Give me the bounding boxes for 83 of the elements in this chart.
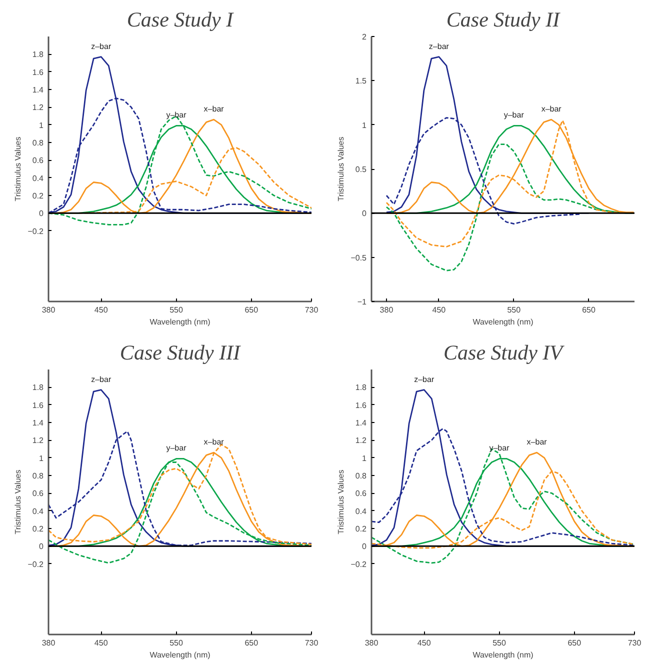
y-tick-label: 1.4 <box>355 418 368 428</box>
chart-title: Case Study II <box>446 8 561 32</box>
y-tick-label: 1 <box>362 454 368 463</box>
y-tick-label: 0.2 <box>355 524 368 534</box>
annotation: x–bar <box>204 438 224 447</box>
x-tick-label: 450 <box>432 306 446 314</box>
y-tick-label: 1 <box>362 120 368 130</box>
y-tick-label: 1.6 <box>32 400 44 410</box>
y-tick-label: −0.5 <box>350 253 368 262</box>
x-tick-label: 650 <box>582 306 596 314</box>
y-tick-label: 0.6 <box>32 489 44 498</box>
y-tick-label: 0.6 <box>32 156 44 166</box>
annotation: y–bar <box>489 444 510 453</box>
x-tick-label: 450 <box>94 306 108 314</box>
x-tick-label: 380 <box>380 306 394 314</box>
x-tick-label: 650 <box>244 306 259 314</box>
y-tick-label: 1 <box>39 454 44 463</box>
y-tick-label: 0.2 <box>32 192 44 200</box>
y-tick-label: 0.8 <box>32 472 44 480</box>
x-tick-label: 730 <box>628 638 642 648</box>
x-tick-label: 380 <box>364 638 379 648</box>
x-tick-label: 380 <box>42 638 56 648</box>
y-tick-label: 2 <box>362 32 368 42</box>
x-tick-label: 650 <box>568 638 582 648</box>
y-tick-label: 1 <box>39 120 44 130</box>
annotation: y–bar <box>166 444 187 453</box>
y-tick-label: −0.2 <box>28 560 44 569</box>
y-tick-label: 1.4 <box>32 86 44 94</box>
y-tick-label: −0.2 <box>28 226 44 236</box>
annotation: z–bar <box>428 42 450 51</box>
y-tick-label: 1.2 <box>355 436 368 446</box>
y-tick-label: −0.2 <box>350 560 368 569</box>
x-axis-title: Wavelength (nm) <box>150 650 211 660</box>
annotation: z–bar <box>414 374 434 384</box>
y-tick-label: 0.5 <box>355 165 368 174</box>
x-tick-label: 550 <box>507 306 522 314</box>
y-tick-label: 0.4 <box>32 506 44 516</box>
y-tick-label: 1.2 <box>32 103 44 112</box>
annotation: x–bar <box>204 104 224 114</box>
chart-title: Case Study III <box>120 340 242 364</box>
chart-title: Case Study IV <box>444 340 565 364</box>
x-tick-label: 550 <box>170 638 184 648</box>
y-tick-label: 1.2 <box>32 436 44 446</box>
y-tick-label: 1.5 <box>355 76 368 86</box>
x-axis-title: Wavelength (nm) <box>472 318 534 326</box>
annotation: z–bar <box>91 42 112 51</box>
y-tick-label: 0.6 <box>355 489 368 498</box>
y-tick-label: 0 <box>39 542 44 552</box>
y-tick-label: 1.8 <box>355 383 368 392</box>
y-tick-label: 1.6 <box>32 68 44 77</box>
x-tick-label: 550 <box>492 638 506 648</box>
y-tick-label: −1 <box>357 298 368 306</box>
y-tick-label: 0.4 <box>32 174 44 183</box>
y-axis-title: Tristimulus Values <box>336 470 346 534</box>
y-tick-label: 0.4 <box>355 506 368 516</box>
annotation: x–bar <box>526 438 548 447</box>
annotation: y–bar <box>166 110 187 120</box>
y-tick-label: 1.8 <box>32 50 44 60</box>
y-tick-label: 0 <box>362 209 368 218</box>
y-tick-label: 1.8 <box>32 383 44 392</box>
x-tick-label: 650 <box>244 638 259 648</box>
annotation: y–bar <box>504 110 524 120</box>
x-tick-label: 550 <box>170 306 184 314</box>
x-axis-title: Wavelength (nm) <box>472 650 534 660</box>
x-tick-label: 730 <box>304 306 319 314</box>
y-tick-label: 0.2 <box>32 524 44 534</box>
x-tick-label: 380 <box>42 306 56 314</box>
y-tick-label: 1.4 <box>32 418 44 428</box>
x-tick-label: 450 <box>417 638 432 648</box>
y-tick-label: 1.6 <box>355 400 368 410</box>
y-axis-title: Tristimulus Values <box>14 136 23 202</box>
y-tick-label: 0 <box>362 542 368 552</box>
annotation: z–bar <box>91 374 112 384</box>
chart-title: Case Study I <box>126 8 234 32</box>
annotation: x–bar <box>541 104 562 114</box>
y-axis-title: Tristimulus Values <box>336 136 346 202</box>
x-axis-title: Wavelength (nm) <box>150 318 211 326</box>
y-axis-title: Tristimulus Values <box>14 470 23 534</box>
x-tick-label: 450 <box>94 638 108 648</box>
x-tick-label: 730 <box>304 638 319 648</box>
y-tick-label: 0 <box>39 209 44 218</box>
y-tick-label: 0.8 <box>32 138 44 148</box>
y-tick-label: 0.8 <box>355 472 368 480</box>
